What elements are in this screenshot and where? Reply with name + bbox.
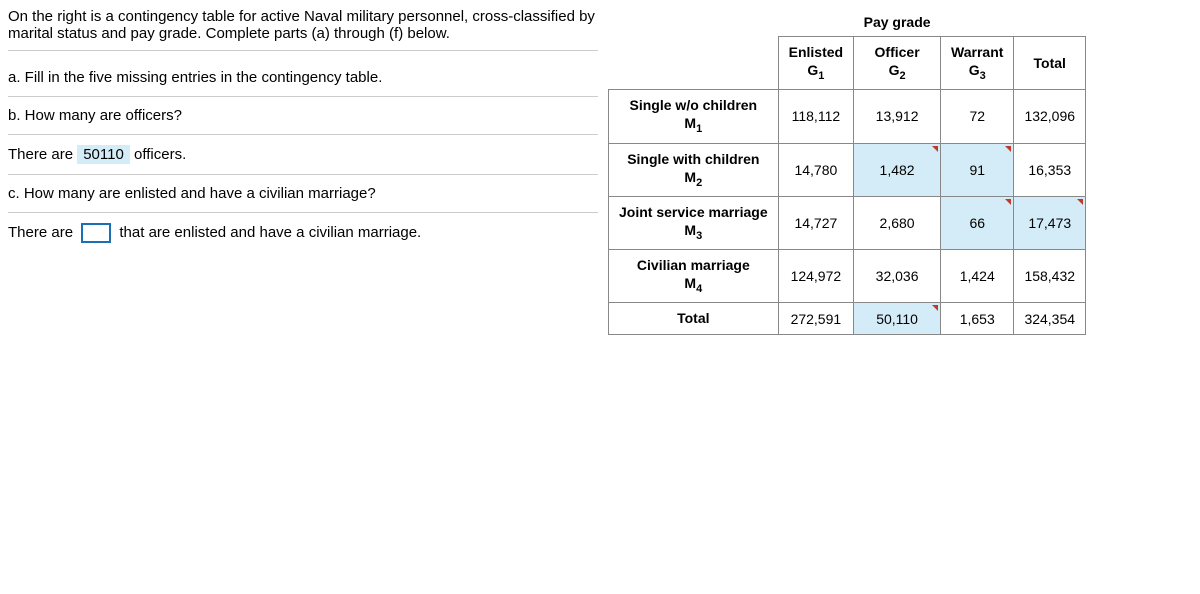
answer-b: There are 50110 officers.: [8, 135, 598, 175]
table-cell: 272,591: [778, 303, 853, 334]
intro-text: On the right is a contingency table for …: [8, 8, 598, 51]
table-row: Total272,59150,1101,653324,354: [609, 303, 1086, 334]
left-panel: On the right is a contingency table for …: [8, 8, 598, 335]
table-row: Joint service marriageM314,7272,6806617,…: [609, 196, 1086, 249]
question-c-text: c. How many are enlisted and have a civi…: [8, 185, 598, 202]
question-a-text: a. Fill in the five missing entries in t…: [8, 69, 598, 86]
table-cell: 158,432: [1014, 250, 1086, 303]
table-cell: 14,780: [778, 143, 853, 196]
answer-c-input[interactable]: [81, 223, 111, 243]
table-cell: 14,727: [778, 196, 853, 249]
question-c: c. How many are enlisted and have a civi…: [8, 175, 598, 213]
row-label: Single with childrenM2: [609, 143, 779, 196]
table-cell: 13,912: [854, 90, 941, 143]
table-cell: 132,096: [1014, 90, 1086, 143]
table-cell: 32,036: [854, 250, 941, 303]
answer-c-pre: There are: [8, 224, 73, 241]
table-cell: 1,653: [941, 303, 1014, 334]
table-cell[interactable]: 17,473: [1014, 196, 1086, 249]
contingency-table: Pay grade Enlisted G1 Officer G2 Warrant…: [608, 8, 1086, 335]
table-cell[interactable]: 1,482: [854, 143, 941, 196]
table-row: Civilian marriageM4124,97232,0361,424158…: [609, 250, 1086, 303]
col-total: Total: [1014, 37, 1086, 90]
table-row: Single w/o childrenM1118,11213,91272132,…: [609, 90, 1086, 143]
table-cell[interactable]: 50,110: [854, 303, 941, 334]
table-cell: 324,354: [1014, 303, 1086, 334]
table-cell: 124,972: [778, 250, 853, 303]
row-label: Joint service marriageM3: [609, 196, 779, 249]
question-b-text: b. How many are officers?: [8, 107, 598, 124]
table-cell[interactable]: 91: [941, 143, 1014, 196]
question-a: a. Fill in the five missing entries in t…: [8, 59, 598, 97]
col-enlisted: Enlisted G1: [778, 37, 853, 90]
answer-b-value[interactable]: 50110: [77, 145, 130, 164]
table-cell[interactable]: 66: [941, 196, 1014, 249]
table-cell: 1,424: [941, 250, 1014, 303]
right-panel: Pay grade Enlisted G1 Officer G2 Warrant…: [608, 8, 1192, 335]
question-b: b. How many are officers?: [8, 97, 598, 135]
col-warrant: Warrant G3: [941, 37, 1014, 90]
row-label: Single w/o childrenM1: [609, 90, 779, 143]
table-super-header: Pay grade: [854, 8, 941, 37]
answer-c-post: that are enlisted and have a civilian ma…: [119, 224, 421, 241]
row-label: Total: [609, 303, 779, 334]
table-cell: 2,680: [854, 196, 941, 249]
col-officer: Officer G2: [854, 37, 941, 90]
answer-b-pre: There are: [8, 146, 73, 163]
answer-c: There are that are enlisted and have a c…: [8, 223, 598, 243]
answer-b-post: officers.: [134, 146, 186, 163]
table-cell: 16,353: [1014, 143, 1086, 196]
row-label: Civilian marriageM4: [609, 250, 779, 303]
table-row: Single with childrenM214,7801,4829116,35…: [609, 143, 1086, 196]
table-cell: 72: [941, 90, 1014, 143]
table-cell: 118,112: [778, 90, 853, 143]
